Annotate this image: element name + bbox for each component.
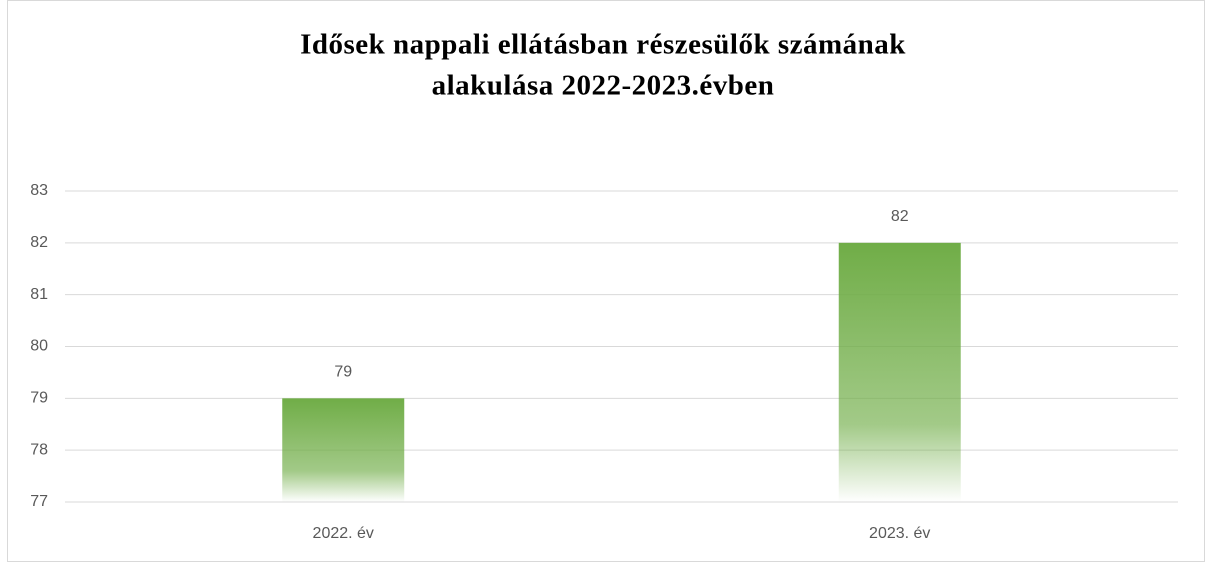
y-tick-label: 79 [30, 390, 48, 407]
bar [838, 242, 961, 503]
y-tick-label: 80 [30, 338, 48, 355]
value-label: 79 [334, 364, 352, 381]
chart-title: alakulása 2022-2023.évben [432, 70, 775, 102]
y-tick-label: 81 [30, 286, 48, 303]
value-label: 82 [891, 208, 909, 225]
chart-border [7, 0, 1205, 562]
y-tick-label: 82 [30, 234, 48, 251]
y-tick-label: 78 [30, 441, 48, 458]
x-tick-label: 2023. év [869, 525, 930, 542]
x-tick-label: 2022. év [313, 525, 374, 542]
y-tick-label: 77 [30, 493, 48, 510]
y-tick-label: 83 [30, 182, 48, 199]
chart-title: Idősek nappali ellátásban részesülők szá… [300, 29, 906, 61]
bar [282, 398, 405, 502]
